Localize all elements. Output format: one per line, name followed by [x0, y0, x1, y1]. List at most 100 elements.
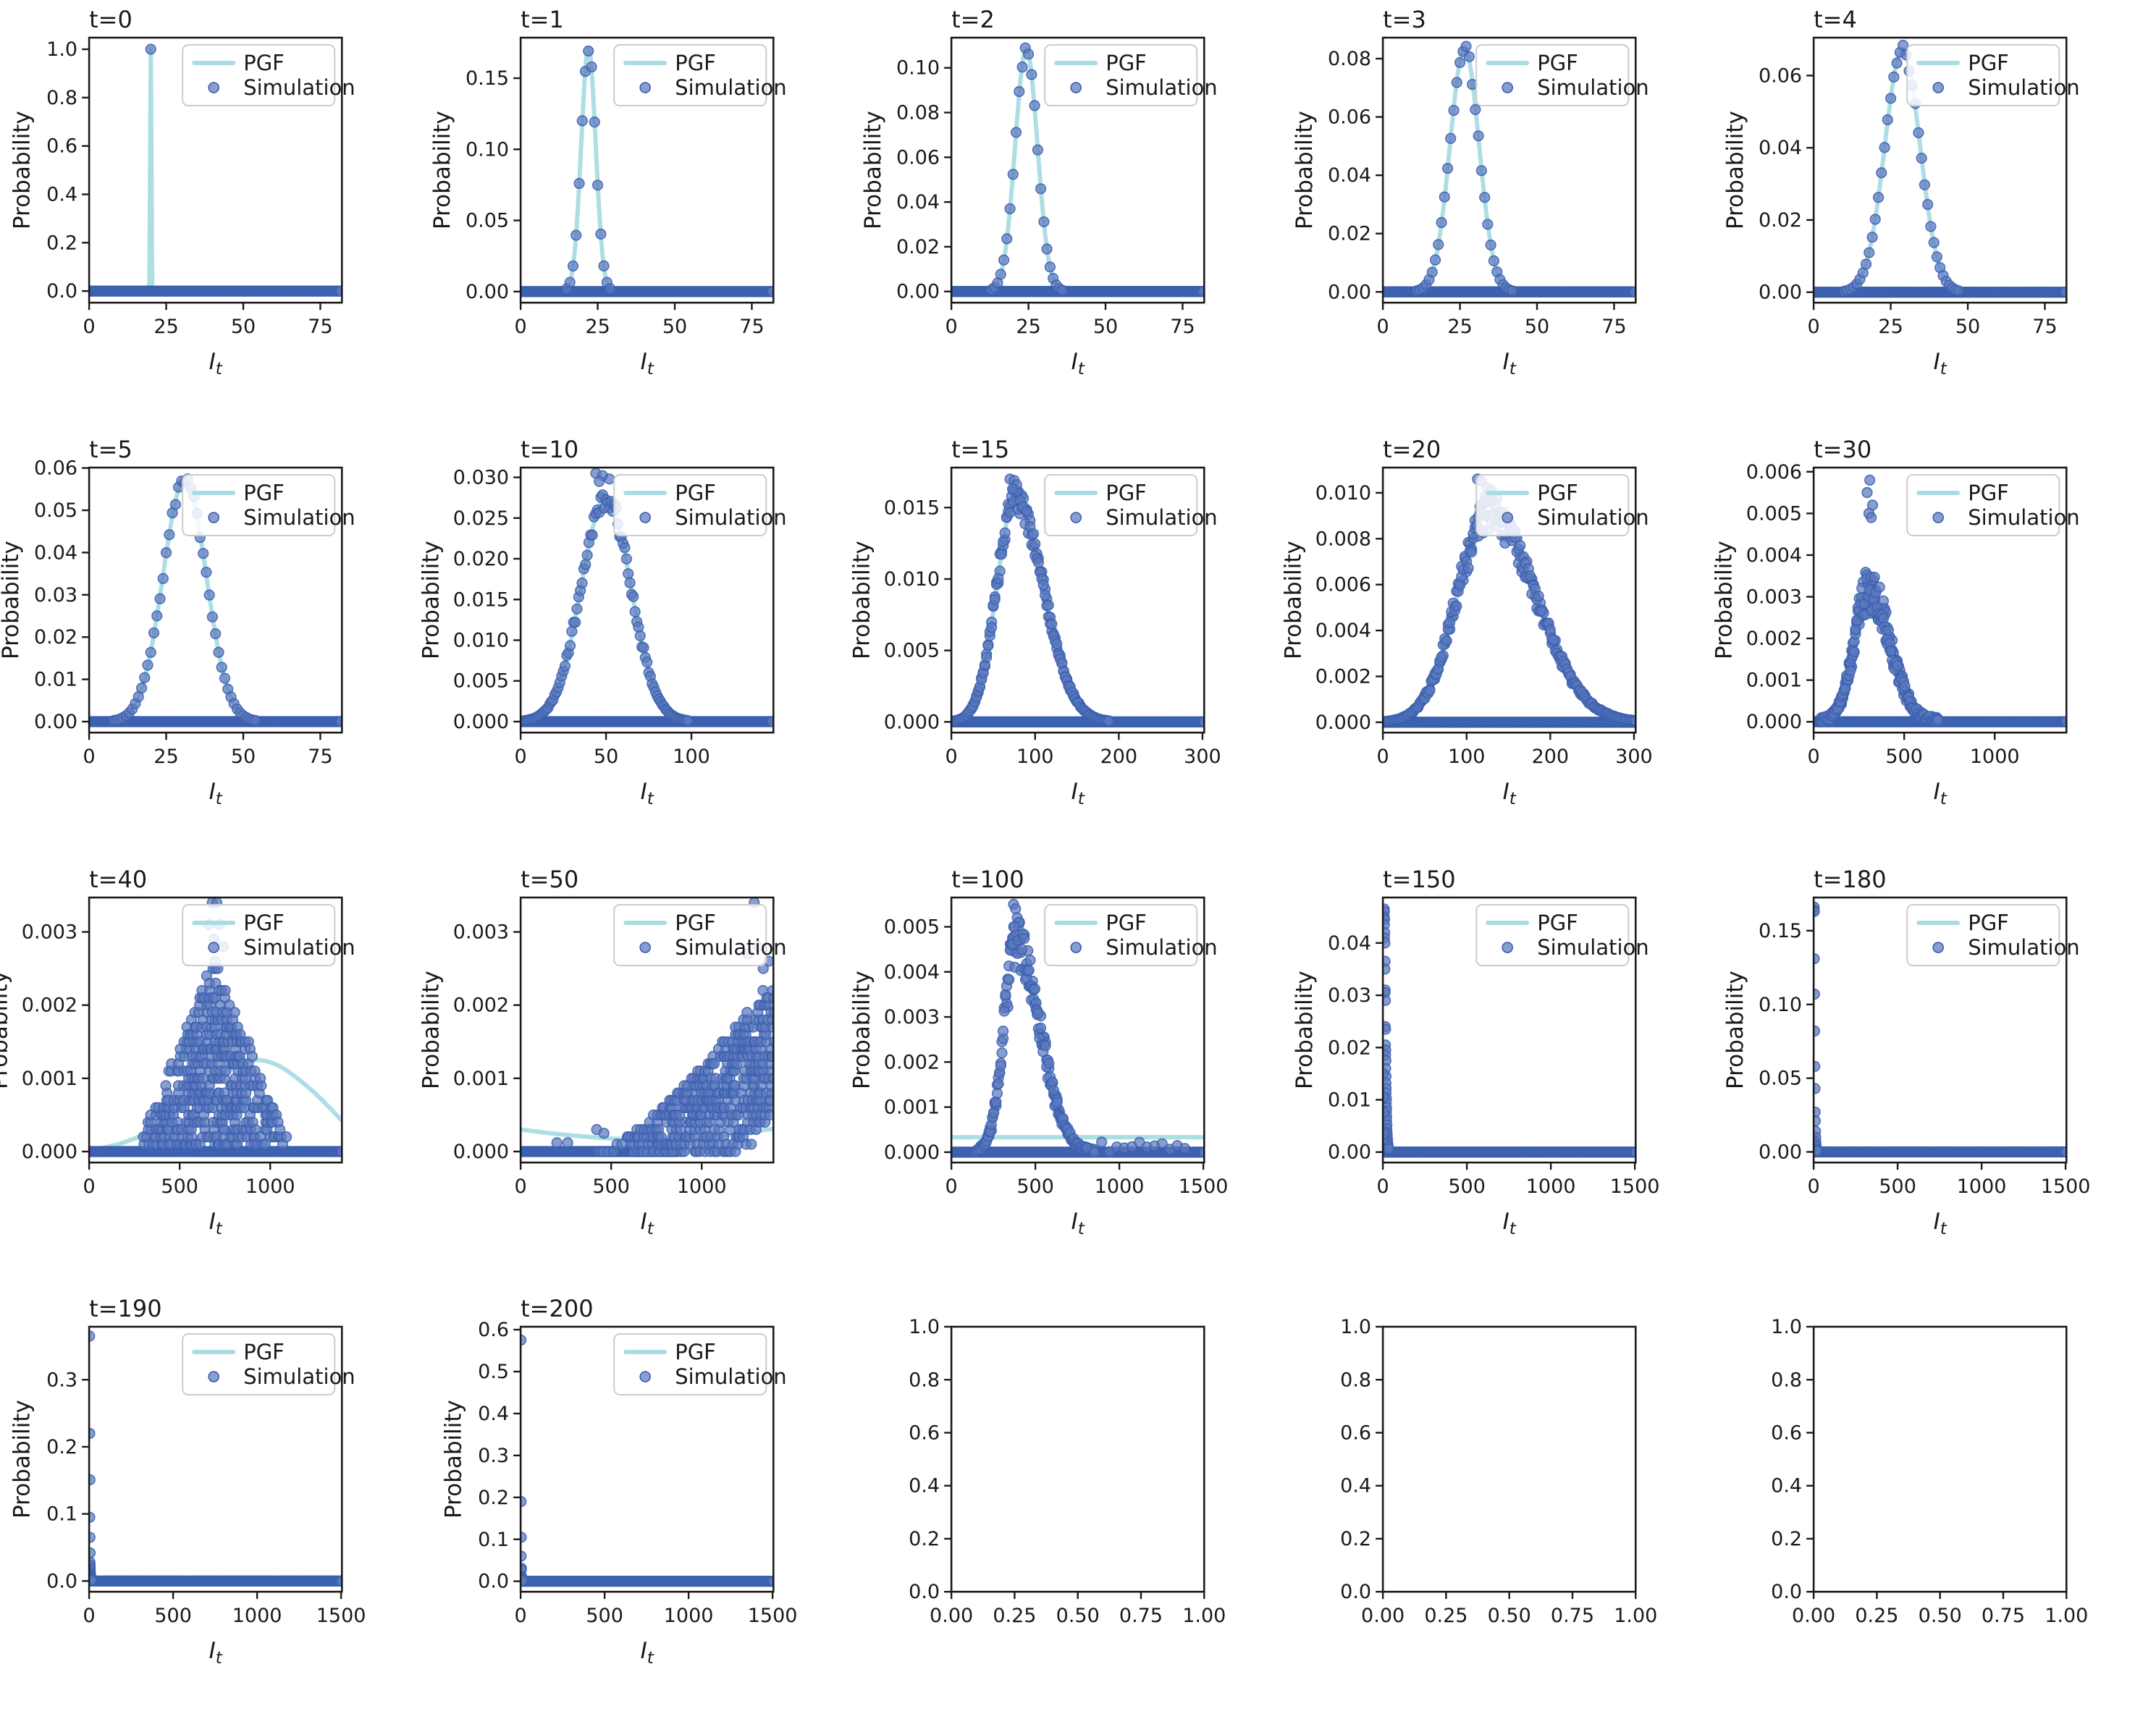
y-tick-label: 0.00	[1328, 1141, 1371, 1164]
y-tick-label: 0.02	[896, 236, 940, 258]
legend-simulation-marker	[1932, 942, 1945, 953]
y-tick-label: 0.04	[896, 191, 940, 214]
y-tick-label: 0.4	[46, 184, 77, 206]
x-tick-label: 0	[515, 316, 527, 338]
simulation-points	[1814, 39, 2067, 298]
x-axis-label: It	[209, 1209, 223, 1238]
legend-simulation-label: Simulation	[1968, 935, 2079, 960]
axis-ticks	[82, 467, 321, 740]
x-tick-label: 0	[1808, 746, 1820, 768]
y-tick-label: 0.2	[46, 1436, 77, 1458]
y-tick-label: 0.030	[453, 467, 509, 489]
legend-simulation-label: Simulation	[675, 75, 786, 100]
legend-simulation-marker	[208, 512, 220, 523]
x-axis-label: It	[1071, 1209, 1085, 1238]
subplot-empty-19: 0.00 0.25 0.50 0.75 1.00 0.0 0.2 0.4 0.6 0.8 1.0	[1771, 1316, 2088, 1627]
y-tick-label: 0.010	[1315, 482, 1371, 504]
axis-ticks	[1376, 491, 1635, 740]
legend-simulation-marker	[1502, 942, 1514, 953]
subplot-title: t=40	[89, 866, 147, 893]
x-axis-label: It	[1503, 1209, 1517, 1238]
legend-pgf-label: PGF	[243, 1340, 285, 1364]
plot-area	[1814, 901, 2067, 1158]
subplot-t40: 0 500 1000 0.000 0.001 0.002 0.003 t=40 Probabil…	[0, 866, 355, 1238]
y-tick-label: 0.08	[896, 102, 940, 124]
y-tick-label: 0.06	[1328, 106, 1371, 129]
axes-frame	[950, 1325, 1205, 1593]
simulation-points	[521, 468, 774, 727]
x-tick-label: 100	[1016, 746, 1054, 768]
subplot-title: t=30	[1814, 436, 1871, 463]
y-tick-label: 0.020	[453, 548, 509, 570]
legend-simulation-marker	[1070, 512, 1082, 523]
axis-tick-labels: 0 500 1000 0.000 0.001 0.002 0.003	[22, 921, 295, 1199]
y-tick-label: 0.02	[1759, 209, 1802, 232]
x-tick-label: 0.00	[930, 1605, 973, 1627]
x-tick-label: 0	[1808, 1175, 1820, 1198]
legend-box	[613, 904, 767, 967]
y-tick-label: 0.05	[34, 499, 77, 522]
x-tick-label: 0.50	[1919, 1605, 1962, 1627]
legend-pgf-label: PGF	[1537, 911, 1578, 935]
legend-simulation-marker	[1932, 82, 1945, 93]
x-axis-label: It	[209, 1638, 223, 1668]
axis-ticks	[513, 77, 753, 311]
y-axis-label: Probability	[429, 111, 455, 229]
x-axis-label: It	[1071, 779, 1085, 808]
subplot-title: t=100	[951, 866, 1024, 893]
y-tick-label: 0.003	[453, 921, 509, 944]
axis-ticks	[1376, 1325, 1637, 1600]
y-tick-label: 0.004	[1746, 544, 1802, 567]
axis-tick-labels: 0 50 100 0.000 0.005 0.010 0.015 0.020 0.025 0.03…	[453, 467, 710, 769]
plot-area	[521, 468, 774, 727]
y-tick-label: 0.6	[46, 135, 77, 158]
y-axis-label: Probability	[1722, 111, 1748, 229]
x-tick-label: 0	[946, 746, 958, 768]
y-tick-label: 0.3	[478, 1445, 509, 1467]
x-tick-label: 75	[308, 316, 332, 338]
legend-box	[1475, 904, 1630, 967]
x-tick-label: 25	[153, 316, 178, 338]
y-tick-label: 0.00	[1328, 281, 1371, 303]
axis-ticks	[82, 48, 321, 311]
legend-pgf-label: PGF	[1537, 51, 1578, 75]
legend-simulation-marker	[639, 512, 652, 523]
x-tick-label: 1.00	[1614, 1605, 1657, 1627]
subplot-t10: 0 50 100 0.000 0.005 0.010 0.015 0.020 0.025 0.03…	[418, 436, 787, 808]
y-tick-label: 0.015	[884, 497, 940, 519]
x-tick-label: 50	[662, 316, 687, 338]
x-tick-label: 1000	[1970, 746, 2020, 768]
x-axis-label: It	[641, 1638, 654, 1668]
y-tick-label: 0.01	[1328, 1089, 1371, 1112]
y-tick-label: 0.005	[1746, 502, 1802, 525]
legend-simulation-label: Simulation	[675, 505, 786, 530]
x-tick-label: 500	[1016, 1175, 1054, 1198]
legend-box	[1044, 904, 1198, 967]
x-tick-label: 0.25	[993, 1605, 1036, 1627]
legend-box	[1475, 474, 1630, 537]
axis-ticks	[944, 507, 1204, 740]
legend-simulation-marker	[639, 1371, 652, 1382]
plot-area	[521, 45, 774, 297]
simulation-points	[89, 43, 342, 297]
axis-ticks	[1806, 929, 2067, 1170]
axis-ticks	[944, 67, 1184, 311]
x-tick-label: 200	[1532, 746, 1570, 768]
x-tick-label: 50	[1093, 316, 1118, 338]
subplot-t3: 0 25 50 75 0.00 0.02 0.04 0.06 0.08 t=3 Probabilit…	[1292, 6, 1649, 379]
subplot-title: t=10	[521, 436, 578, 463]
plot-area	[89, 473, 342, 727]
y-axis-label: Probability	[9, 111, 35, 229]
x-tick-label: 0	[83, 746, 96, 768]
y-tick-label: 0.1	[478, 1529, 509, 1551]
y-axis-label: Probability	[418, 541, 445, 659]
x-tick-label: 0	[83, 1605, 96, 1627]
y-tick-label: 0.005	[884, 640, 940, 662]
simulation-points	[951, 42, 1205, 297]
y-tick-label: 0.4	[909, 1475, 940, 1498]
y-axis-label: Probability	[849, 541, 875, 659]
